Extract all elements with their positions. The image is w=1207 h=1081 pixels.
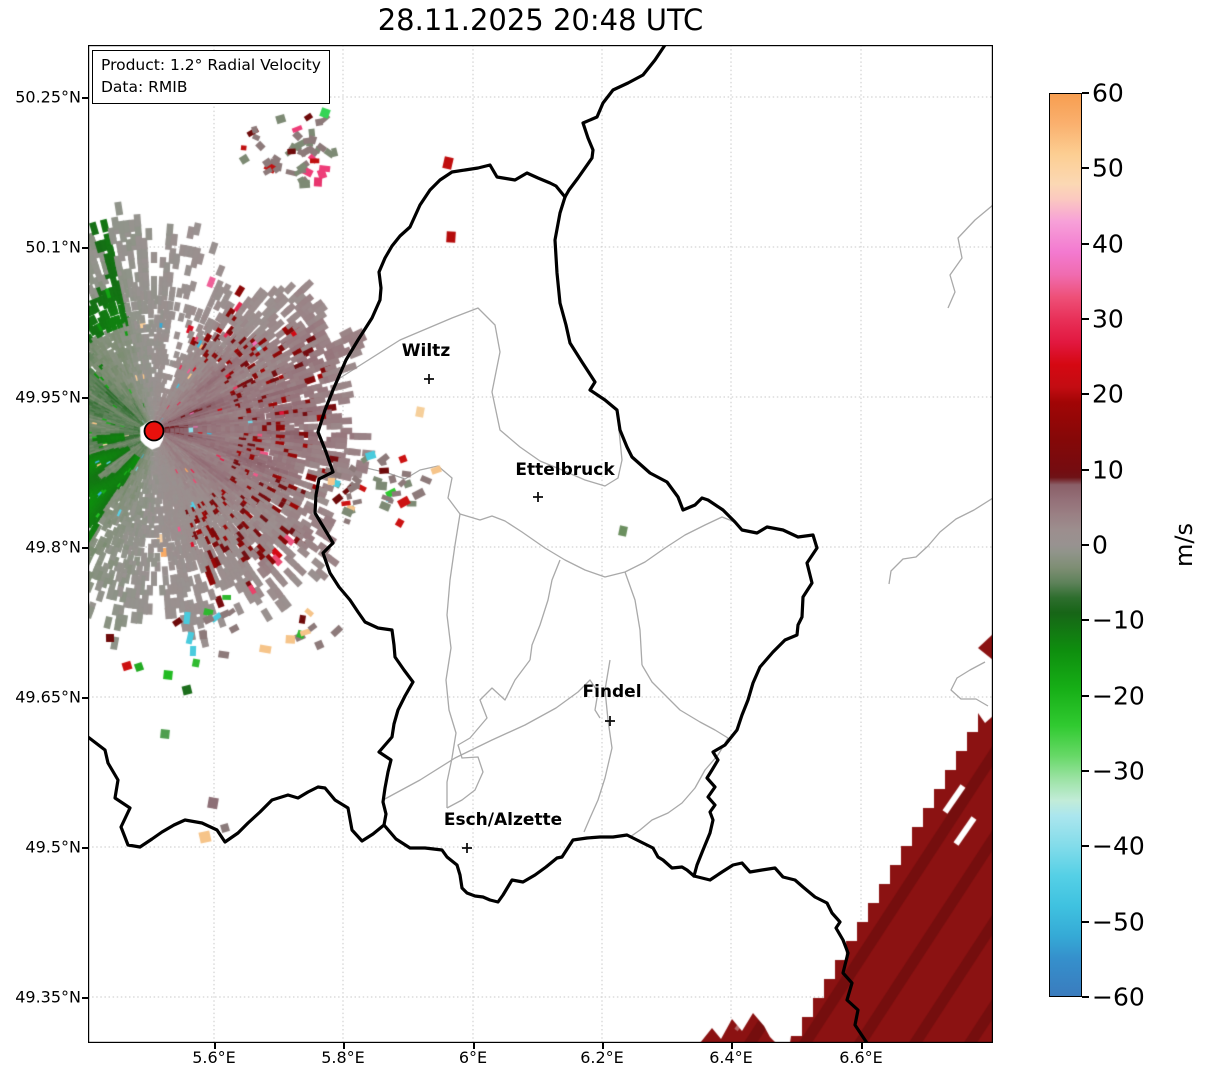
plot-frame [88,45,993,1043]
colorbar-tick-label: 60 [1092,78,1124,108]
y-axis-tick-label: 49.65°N [15,687,81,707]
colorbar-tick-mark [1082,996,1089,998]
colorbar-tick-mark [1082,468,1089,471]
city-marker [462,843,472,853]
country-border [692,861,869,1043]
colorbar-tick-mark [1082,318,1089,320]
y-axis-tick-mark [82,397,88,399]
x-axis-tick-mark [343,1043,345,1049]
city-label: Wiltz [401,341,451,361]
colorbar-unit-label: m/s [1170,523,1198,567]
city-marker [605,716,615,726]
colorbar-tick-mark [1082,544,1089,546]
radar-velocity-field [88,45,993,1043]
colorbar-tick-label: 10 [1092,455,1124,485]
x-axis-tick-label: 6.6°E [839,1048,883,1067]
colorbar-tick-label: 40 [1092,229,1124,259]
y-axis-tick-mark [82,547,88,549]
colorbar-tick-mark [1082,619,1089,622]
x-axis-tick-mark [473,1043,475,1049]
y-axis-tick-label: 50.1°N [25,237,81,257]
city-label: Findel [582,682,642,702]
country-border [382,823,696,904]
y-axis-tick-mark [82,247,88,249]
colorbar-tick-label: 30 [1092,304,1124,334]
y-axis-tick-label: 49.8°N [25,537,81,557]
x-axis-tick-mark [214,1043,216,1049]
city-marker [533,492,543,502]
city-label: Esch/Alzette [443,810,563,830]
y-axis-tick-mark [82,697,88,699]
y-axis-tick-mark [82,997,88,999]
colorbar-tick-label: −30 [1092,756,1145,786]
colorbar-tick-mark [1082,92,1089,94]
x-axis-tick-label: 5.6°E [192,1048,236,1067]
colorbar-tick-label: −10 [1092,605,1145,635]
page-title: 28.11.2025 20:48 UTC [377,3,704,37]
colorbar-tick-mark [1082,845,1089,848]
radar-site-marker [143,420,165,442]
y-axis-tick-label: 49.35°N [15,987,81,1007]
colorbar-tick-label: −20 [1092,681,1145,711]
x-axis-tick-label: 6°E [458,1048,488,1067]
y-axis-tick-label: 50.25°N [15,87,81,107]
y-axis-tick-mark [82,847,88,849]
country-border [563,45,667,199]
y-axis-tick-label: 49.95°N [15,387,81,407]
colorbar-tick-mark [1082,694,1089,697]
colorbar-tick-mark [1082,167,1089,170]
colorbar-tick-label: −60 [1092,982,1145,1012]
y-axis-tick-mark [82,97,88,99]
map-plot [88,45,993,1043]
x-axis-tick-label: 6.2°E [580,1048,624,1067]
colorbar-tick-mark [1082,242,1089,245]
colorbar-tick-mark [1082,920,1089,923]
colorbar-tick-label: 50 [1092,153,1124,183]
country-border [553,195,819,878]
city-label: Ettelbruck [515,460,615,480]
colorbar-tick-label: 0 [1092,530,1108,560]
data-source-line: Data: RMIB [101,78,188,97]
x-axis-tick-mark [861,1043,863,1049]
x-axis-tick-mark [731,1043,733,1049]
country-border [88,735,386,849]
x-axis-tick-label: 6.4°E [709,1048,753,1067]
country-border [313,163,567,827]
colorbar-tick-label: 20 [1092,379,1124,409]
product-line: Product: 1.2° Radial Velocity [101,56,321,74]
map-border-svg [88,45,993,1043]
colorbar-tick-label: −50 [1092,907,1145,937]
colorbar-tick-label: −40 [1092,831,1145,861]
x-axis-tick-mark [602,1043,604,1049]
colorbar-tick-mark [1082,770,1089,772]
x-axis-tick-label: 5.8°E [321,1048,365,1067]
colorbar-tick-mark [1082,393,1089,396]
y-axis-tick-label: 49.5°N [25,837,81,857]
info-box: Product: 1.2° Radial Velocity Data: RMIB [92,50,330,104]
colorbar [1049,93,1082,997]
city-marker [424,374,434,384]
